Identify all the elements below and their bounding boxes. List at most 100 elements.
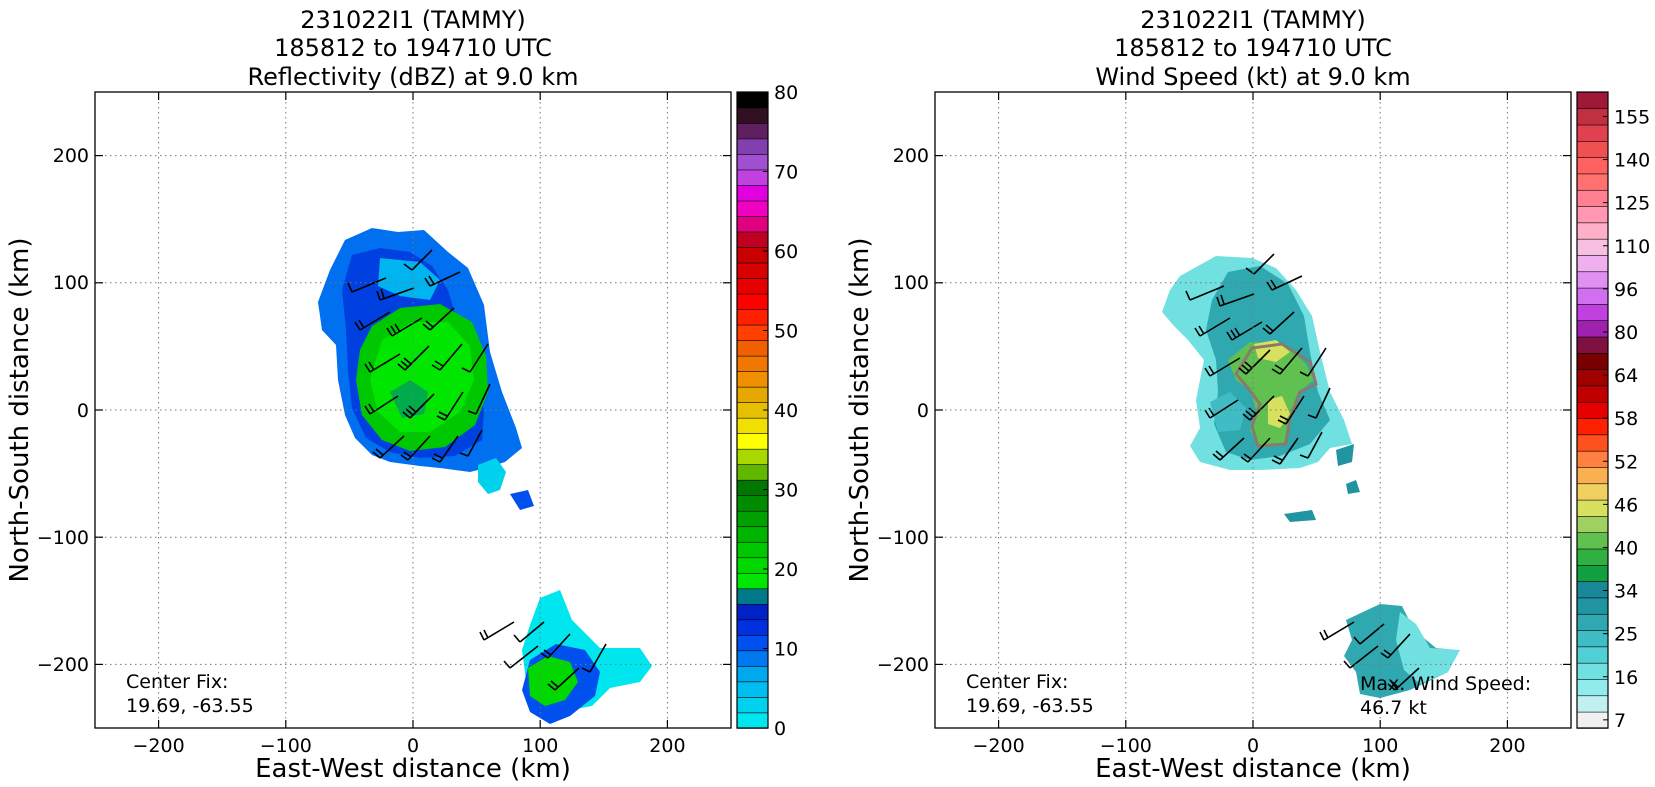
colorbar-swatch	[736, 246, 769, 264]
y-axis-label: North-South distance (km)	[5, 237, 35, 582]
echo-south-tail	[478, 458, 506, 494]
colorbar-tick-label: 40	[1614, 537, 1638, 559]
xtick-label: −200	[133, 735, 185, 757]
colorbar-swatch	[736, 355, 769, 372]
colorbar-swatch	[736, 308, 769, 326]
title-line-2: 185812 to 194710 UTC	[1114, 34, 1392, 62]
colorbar-swatch	[1576, 385, 1609, 403]
ticks-right	[935, 92, 1571, 728]
colorbar-swatch	[1576, 515, 1609, 534]
panel-wind-speed: 231022I1 (TAMMY) 185812 to 194710 UTC Wi…	[845, 6, 1650, 784]
colorbar-tick-label: 10	[774, 639, 798, 661]
colorbar-swatch	[1576, 499, 1609, 517]
colorbar-swatch	[736, 370, 769, 388]
max-wind-label: Max. Wind Speed:	[1360, 673, 1531, 695]
colorbar-swatch	[1576, 695, 1609, 713]
ticks-left	[95, 92, 731, 728]
wind-eye-region	[1210, 392, 1246, 432]
wind-south-fragment	[1346, 480, 1360, 494]
colorbar-swatch	[736, 603, 769, 621]
colorbar-reflectivity: 0 10 20 30 40 50 60 70 80	[736, 82, 798, 740]
colorbar-tick-label: 20	[774, 559, 798, 581]
colorbar-swatch	[736, 526, 769, 543]
colorbar-swatch	[1576, 336, 1609, 354]
ytick-label: −200	[37, 654, 89, 676]
colorbar-swatch	[1576, 483, 1609, 501]
colorbar-swatch	[1576, 189, 1609, 207]
colorbar-tick-label: 80	[774, 82, 798, 104]
colorbar-tick-label: 125	[1614, 193, 1650, 215]
grid-right	[935, 92, 1571, 728]
colorbar-swatch	[736, 479, 769, 497]
colorbar-swatch	[1576, 434, 1609, 452]
colorbar-swatch	[1576, 597, 1609, 615]
colorbar-tick-label: 40	[774, 400, 798, 422]
y-axis-label: North-South distance (km)	[845, 237, 875, 582]
ytick-label: −100	[37, 527, 89, 549]
xtick-label: 100	[1362, 735, 1398, 757]
wind-green-band	[1228, 342, 1314, 448]
ytick-label: 0	[917, 400, 929, 422]
xtick-label: 100	[522, 735, 558, 757]
x-axis-label: East-West distance (km)	[1095, 754, 1411, 784]
colorbar-tick-label: 30	[774, 480, 798, 502]
ytick-label: 200	[893, 145, 929, 167]
colorbar-swatch	[1576, 205, 1609, 224]
colorbar-swatch	[1576, 678, 1609, 697]
colorbar-tick-label: 70	[774, 162, 798, 184]
colorbar-swatch	[736, 665, 769, 683]
colorbar-tick-label: 34	[1614, 581, 1638, 603]
colorbar-tick-label: 0	[774, 718, 786, 740]
colorbar-swatch	[1576, 222, 1609, 240]
colorbar-swatch	[736, 510, 769, 528]
colorbar-swatch	[736, 184, 769, 202]
colorbar-swatch	[1576, 401, 1609, 419]
colorbar-swatch	[1576, 140, 1609, 158]
colorbar-swatch	[1576, 91, 1609, 110]
colorbar-tick-label: 25	[1614, 624, 1638, 646]
colorbar-swatch	[1576, 238, 1609, 256]
colorbar-swatch	[736, 277, 769, 295]
colorbar-swatch	[736, 262, 769, 279]
x-axis-label: East-West distance (km)	[255, 754, 571, 784]
colorbar-swatch	[1576, 124, 1609, 142]
colorbar-tick-label: 16	[1614, 667, 1638, 689]
colorbar-swatch	[1576, 629, 1609, 648]
colorbar-swatch	[736, 572, 769, 590]
colorbar-swatch	[736, 91, 769, 109]
colorbar-swatch	[736, 293, 769, 310]
colorbar-wind-speed: 7 16 25 34 40 46 52 58 64 80 96 110 125 140 155	[1576, 91, 1650, 732]
colorbar-swatch	[736, 541, 769, 559]
colorbar-swatch	[736, 696, 769, 714]
colorbar-tick-label: 96	[1614, 279, 1638, 301]
wind-east-fragment	[1336, 444, 1354, 466]
colorbar-tick-label: 110	[1614, 236, 1650, 258]
colorbar-swatch	[736, 448, 769, 465]
colorbar-tick-label: 60	[774, 241, 798, 263]
xtick-label: 200	[649, 735, 685, 757]
colorbar-swatch	[736, 712, 769, 729]
colorbar-swatch	[736, 495, 769, 512]
colorbar-swatch	[1576, 417, 1609, 436]
colorbar-tick-label: 58	[1614, 408, 1638, 430]
max-wind-value: 46.7 kt	[1360, 697, 1427, 719]
xtick-label: 0	[407, 735, 419, 757]
center-fix-label: Center Fix:	[966, 671, 1068, 693]
colorbar-swatch	[736, 619, 769, 636]
echo-south-green	[528, 656, 578, 706]
title-line-1: 231022I1 (TAMMY)	[1140, 6, 1366, 34]
wind-sw-fragment	[1284, 510, 1316, 522]
xtick-label: −100	[1100, 735, 1152, 757]
title-line-1: 231022I1 (TAMMY)	[300, 6, 526, 34]
colorbar-swatch	[1576, 532, 1609, 550]
colorbar-swatch	[736, 463, 769, 481]
colorbar-swatch	[1576, 613, 1609, 631]
colorbar-tick-label: 50	[774, 321, 798, 343]
colorbar-tick-label: 155	[1614, 106, 1650, 128]
colorbar-tick-label: 80	[1614, 322, 1638, 344]
title-line-2: 185812 to 194710 UTC	[274, 34, 552, 62]
colorbar-frame	[1576, 91, 1609, 729]
wind-yellow-core-2	[1268, 396, 1290, 428]
colorbar-swatch	[736, 417, 769, 434]
